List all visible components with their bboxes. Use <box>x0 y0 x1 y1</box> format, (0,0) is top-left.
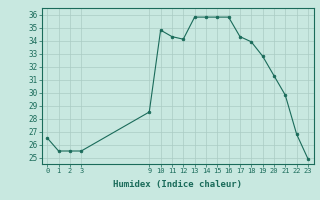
X-axis label: Humidex (Indice chaleur): Humidex (Indice chaleur) <box>113 180 242 189</box>
